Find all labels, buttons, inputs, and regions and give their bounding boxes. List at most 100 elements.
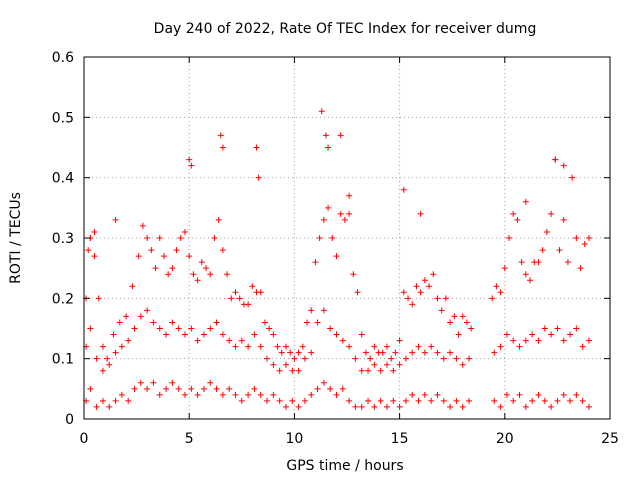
data-point	[188, 162, 195, 169]
data-point	[585, 337, 592, 344]
data-point	[560, 337, 567, 344]
data-point	[207, 271, 214, 278]
data-point	[535, 337, 542, 344]
data-point	[497, 403, 504, 410]
data-point	[175, 325, 182, 332]
data-point	[400, 289, 407, 296]
data-point	[358, 403, 365, 410]
data-point	[312, 259, 319, 266]
data-point	[308, 349, 315, 356]
data-point	[358, 331, 365, 338]
data-point	[316, 235, 323, 241]
data-point	[339, 337, 346, 344]
data-point	[442, 295, 449, 302]
data-point	[560, 162, 567, 169]
x-tick-label: 5	[185, 431, 194, 447]
data-point	[295, 349, 302, 356]
x-tick-label: 20	[496, 431, 514, 447]
data-point	[491, 397, 498, 404]
data-point	[186, 156, 193, 163]
data-point	[390, 367, 397, 374]
data-point	[314, 385, 321, 392]
x-axis-label: GPS time / hours	[286, 458, 403, 474]
data-point	[207, 379, 214, 386]
data-point	[560, 391, 567, 398]
data-point	[200, 385, 207, 392]
data-point	[325, 144, 332, 151]
data-point	[163, 331, 170, 338]
data-point	[402, 397, 409, 404]
data-point	[358, 367, 365, 374]
data-point	[299, 343, 306, 350]
data-point	[581, 241, 588, 248]
data-point	[383, 403, 390, 410]
y-tick-label: 0.4	[52, 171, 74, 187]
data-point	[289, 397, 296, 404]
data-point	[573, 235, 580, 241]
data-point	[352, 355, 359, 362]
data-point	[333, 391, 340, 398]
data-point	[175, 385, 182, 392]
data-point	[287, 349, 294, 356]
data-point	[163, 385, 170, 392]
data-point	[440, 397, 447, 404]
data-point	[383, 361, 390, 368]
data-point	[131, 385, 138, 392]
data-point	[238, 337, 245, 344]
data-point	[402, 355, 409, 362]
data-point	[409, 391, 416, 398]
data-point	[264, 355, 271, 362]
data-point	[346, 192, 353, 199]
data-point	[104, 355, 111, 362]
data-point	[362, 349, 369, 356]
data-point	[181, 228, 188, 235]
data-point	[451, 313, 458, 320]
data-point	[541, 397, 548, 404]
data-point	[215, 216, 222, 223]
data-point	[219, 144, 226, 151]
data-point	[200, 331, 207, 338]
data-point	[440, 355, 447, 362]
data-point	[135, 253, 142, 260]
data-point	[556, 247, 563, 254]
data-point	[548, 403, 555, 410]
data-point	[535, 391, 542, 398]
data-point	[548, 331, 555, 338]
data-point	[400, 186, 407, 193]
data-point	[415, 397, 422, 404]
data-point	[409, 301, 416, 308]
data-point	[261, 319, 268, 326]
data-point	[548, 210, 555, 217]
data-point	[270, 391, 277, 398]
y-tick-label: 0.2	[52, 291, 74, 307]
y-tick-label: 0.5	[52, 110, 74, 126]
data-point	[106, 361, 113, 368]
data-point	[516, 343, 523, 350]
data-point	[308, 391, 315, 398]
data-point	[428, 397, 435, 404]
data-point	[535, 259, 542, 266]
data-point	[506, 235, 513, 241]
y-tick-label: 0.3	[52, 231, 74, 247]
data-point	[257, 289, 264, 296]
data-point	[99, 343, 106, 350]
data-point	[291, 355, 298, 362]
data-point	[106, 403, 113, 410]
data-point	[320, 307, 327, 314]
data-point	[236, 295, 243, 302]
data-point	[522, 403, 529, 410]
data-point	[327, 325, 334, 332]
data-point	[514, 216, 521, 223]
data-point	[137, 313, 144, 320]
data-point	[219, 391, 226, 398]
data-point	[304, 319, 311, 326]
data-point	[87, 385, 94, 392]
data-point	[276, 367, 283, 374]
data-point	[165, 271, 172, 278]
data-point	[144, 307, 151, 314]
data-point	[118, 391, 125, 398]
axis-ticks: 0 5 10 15 20 25 0 0.1 0.2 0.3 0.4 0.5 0.6	[52, 50, 619, 447]
data-point	[337, 132, 344, 139]
data-point	[466, 355, 473, 362]
